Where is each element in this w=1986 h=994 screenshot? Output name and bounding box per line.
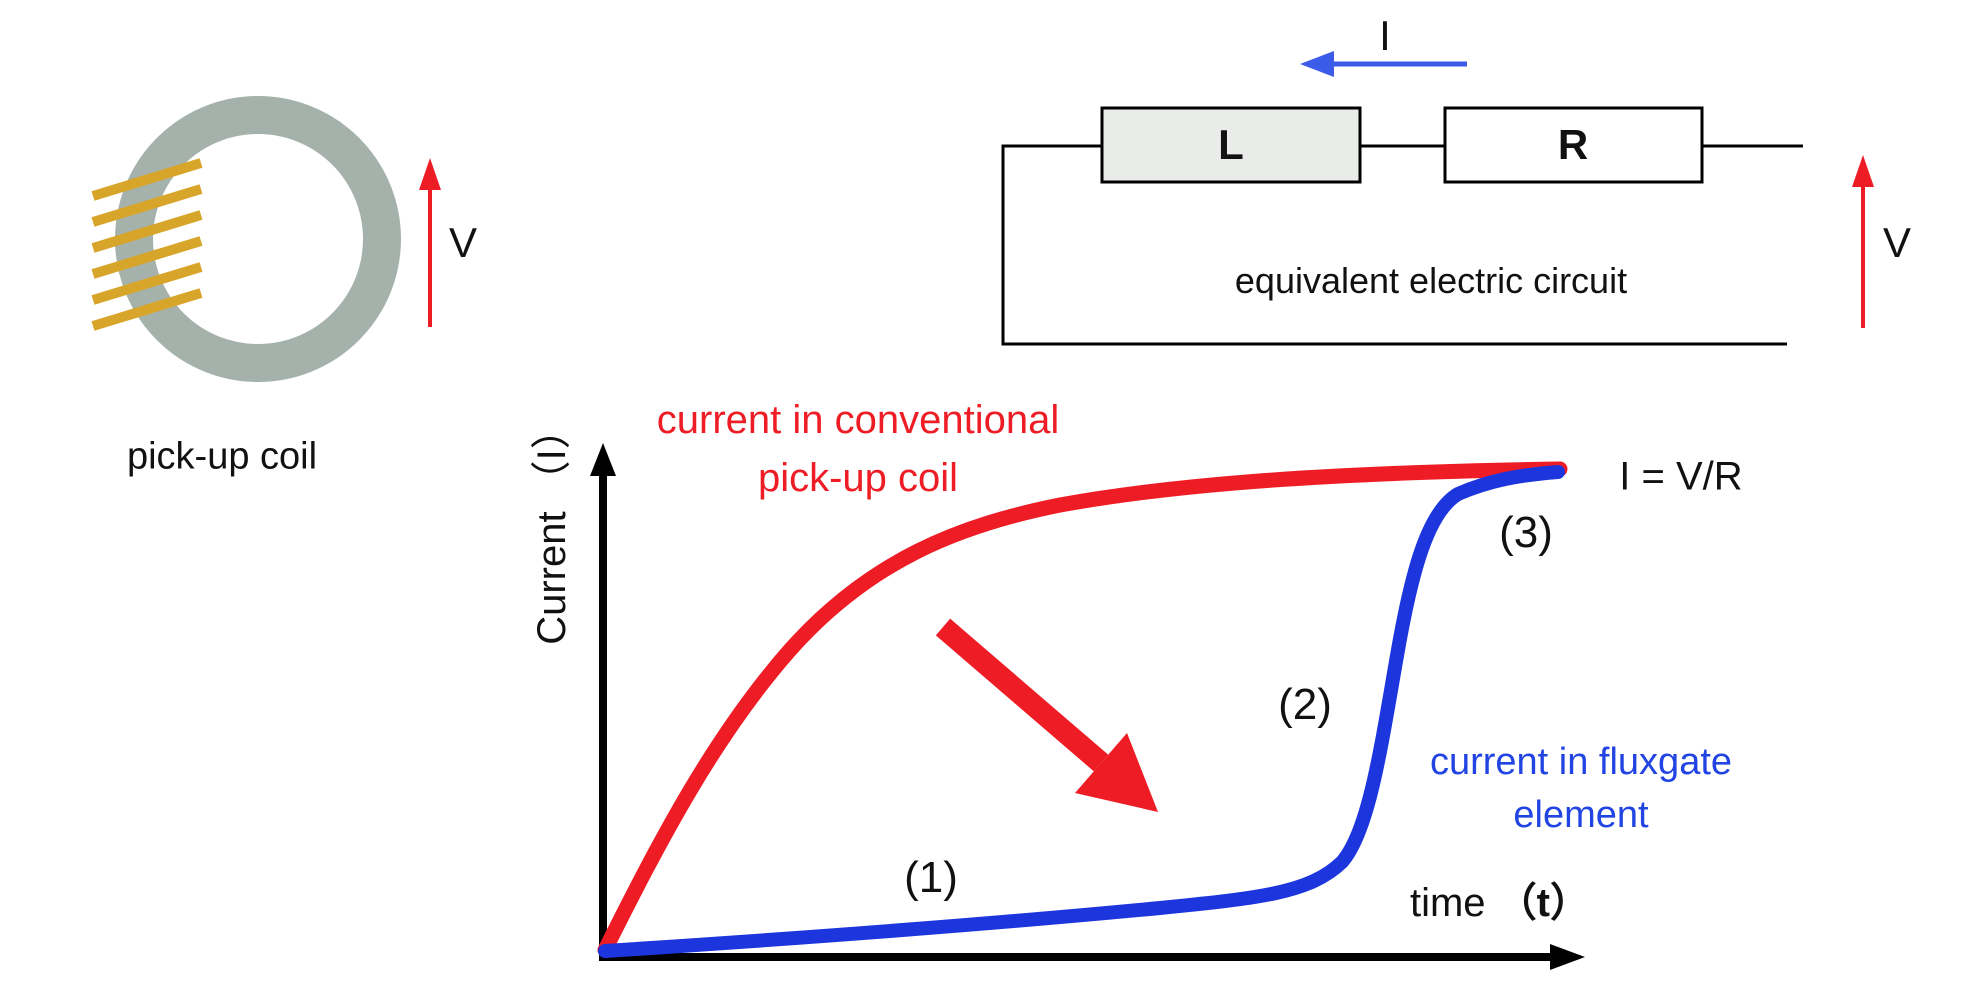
inductor-label: L [1218,121,1244,168]
x-axis-arrowhead [1550,944,1585,970]
winding-line [91,210,203,253]
resistor-box [1443,106,1704,184]
circuit-voltage-arrow [1852,155,1874,328]
y-axis-label: Current （I） [530,409,574,645]
stage-3-label: (3) [1499,508,1553,557]
red-curve-label-line1: current in conventional [656,398,1060,442]
blue-curve-label: current in fluxgate element [1430,736,1732,842]
stage-2-label: (2) [1278,680,1332,729]
red-curve-conventional-coil [597,461,1568,958]
asymptote-label: I = V/R [1619,454,1743,499]
y-axis-arrowhead [590,443,616,476]
blue-curve-fluxgate [598,465,1565,958]
stage-1-label: (1) [904,853,958,902]
coil-voltage-label: V [448,219,478,266]
trend-arrow-shaft [935,618,1109,772]
x-axis-label: time （t） [1410,870,1590,928]
circuit-current-arrowhead [1300,51,1334,77]
winding-line [91,236,203,279]
x-axis-label-paren: （t） [1496,881,1591,925]
x-axis [599,944,1585,970]
winding-line [91,262,203,305]
pickup-coil-label: pick-up coil [126,435,318,478]
coil-winding-lines [91,158,203,331]
coil-voltage-arrowhead [419,158,441,190]
trend-arrowhead [1075,733,1158,812]
trend-arrow [935,618,1158,812]
circuit-voltage-label: V [1882,219,1912,266]
pickup-coil-ring [115,96,401,382]
inductor-box [1100,106,1362,184]
red-curve-label-line2: pick-up coil [757,456,959,500]
blue-curve-label-line1: current in fluxgate [1429,741,1733,783]
circuit-wires [1001,144,1803,346]
blue-curve-label-line2: element [1513,794,1649,836]
y-axis [590,443,616,958]
coil-voltage-arrow [419,158,441,327]
winding-line [91,158,203,201]
red-curve-label: current in conventional pick-up coil [657,391,1059,507]
x-axis-label-word: time [1409,881,1486,925]
resistor-label: R [1557,121,1589,168]
winding-line [91,288,203,331]
circuit-caption: equivalent electric circuit [1234,260,1628,301]
circuit-current-label: I [1379,12,1391,59]
winding-line [91,184,203,227]
circuit-current-arrow [1300,51,1467,77]
circuit-voltage-arrowhead [1852,155,1874,187]
